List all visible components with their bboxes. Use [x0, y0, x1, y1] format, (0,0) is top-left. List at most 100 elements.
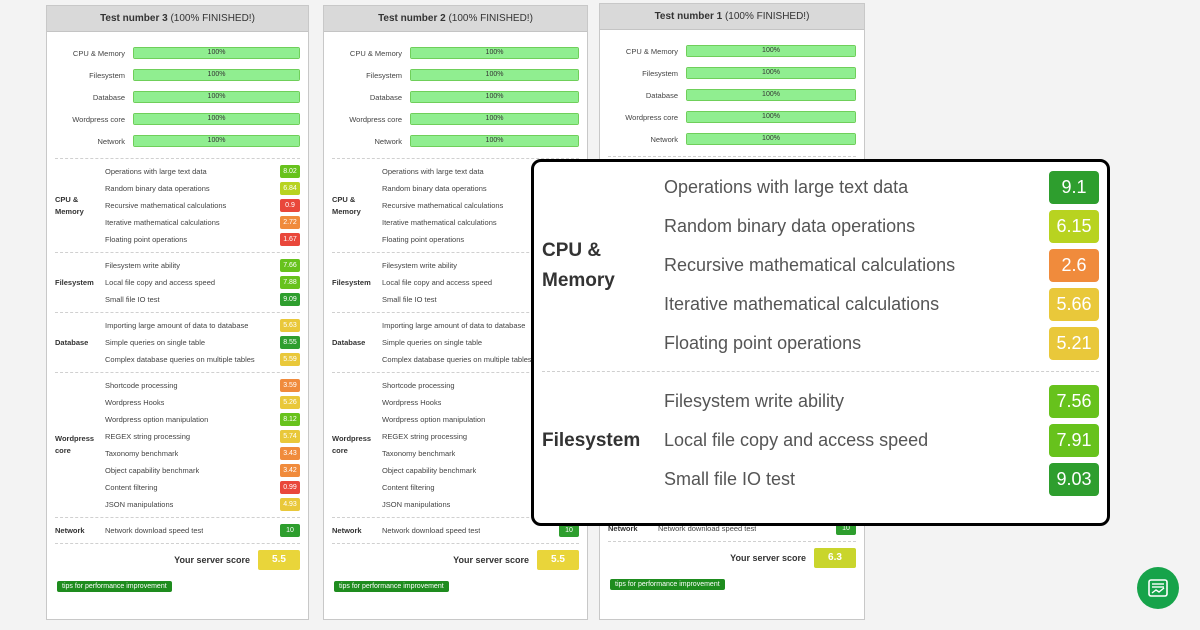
score-label: Your server score	[453, 554, 529, 565]
benchmark-item: Content filtering	[382, 479, 579, 496]
score-row: Your server score 6.3	[608, 541, 856, 573]
zoom-benchmark-item: Filesystem write ability 7.56	[664, 382, 1099, 421]
progress-text: 100%	[762, 135, 780, 142]
benchmark-label: Wordpress Hooks	[382, 398, 442, 407]
score-badge: 5.26	[280, 396, 300, 409]
score-badge: 3.42	[280, 464, 300, 477]
progress-bar: 100%	[133, 91, 300, 103]
progress-row: Database 100%	[608, 84, 856, 106]
progress-text: 100%	[762, 69, 780, 76]
score-badge: 8.02	[280, 165, 300, 178]
divider	[542, 371, 1099, 372]
test-panel-3: Test number 3 (100% FINISHED!) CPU & Mem…	[46, 5, 309, 620]
benchmark-item: REGEX string processing	[382, 428, 579, 445]
benchmark-item: Shortcode processing 3.59	[105, 377, 300, 394]
section-items: Importing large amount of data to databa…	[105, 317, 300, 368]
zoom-benchmark-item: Iterative mathematical calculations 5.66	[664, 285, 1099, 324]
progress-bar: 100%	[410, 47, 579, 59]
zoom-callout: CPU & Memory Operations with large text …	[531, 159, 1110, 526]
score-badge: 5.59	[280, 353, 300, 366]
benchmark-label: Network download speed test	[658, 524, 757, 533]
tips-link[interactable]: tips for performance improvement	[334, 581, 449, 592]
zoom-benchmark-label: Floating point operations	[664, 333, 862, 353]
benchmark-item: Local file copy and access speed 7.88	[105, 274, 300, 291]
zoom-score-badge: 5.21	[1049, 327, 1099, 360]
section-cpu: CPU & Memory Operations with large text d…	[332, 158, 579, 252]
progress-label: CPU & Memory	[72, 48, 125, 58]
progress-label: Wordpress core	[625, 112, 678, 122]
zoom-score-badge: 6.15	[1049, 210, 1099, 243]
benchmark-item: Taxonomy benchmark 3.43	[105, 445, 300, 462]
zoom-benchmark-label: Iterative mathematical calculations	[664, 294, 940, 314]
benchmark-label: Local file copy and access speed	[382, 278, 493, 287]
benchmark-item: Random binary data operations	[382, 180, 579, 197]
benchmark-label: Object capability benchmark	[382, 466, 477, 475]
section-items: Network download speed test 10	[382, 522, 579, 539]
benchmark-label: Network download speed test	[105, 526, 204, 535]
progress-row: Filesystem 100%	[332, 64, 579, 86]
progress-label: Network	[650, 134, 678, 144]
zoom-benchmark-item: Small file IO test 9.03	[664, 460, 1099, 499]
progress-row: Wordpress core 100%	[608, 106, 856, 128]
zoom-benchmark-label: Operations with large text data	[664, 177, 909, 197]
benchmark-item: Wordpress option manipulation 8.12	[105, 411, 300, 428]
section-name: Database	[332, 337, 366, 347]
benchmark-label: Object capability benchmark	[105, 466, 200, 475]
benchmark-label: Filesystem write ability	[105, 261, 181, 270]
benchmark-item: Filesystem write ability 7.66	[105, 257, 300, 274]
score-badge: 7.66	[280, 259, 300, 272]
progress-block: CPU & Memory 100% Filesystem 100% Database 10…	[47, 32, 308, 158]
score-label: Your server score	[730, 552, 806, 563]
score-badge: 5.74	[280, 430, 300, 443]
tips-link[interactable]: tips for performance improvement	[610, 579, 725, 590]
score-badge: 8.12	[280, 413, 300, 426]
benchmark-item: Wordpress Hooks	[382, 394, 579, 411]
section-items: Importing large amount of data to databa…	[382, 317, 579, 368]
zoom-section-filesystem: Filesystem Filesystem write ability 7.56 L…	[542, 382, 1099, 499]
progress-fill	[411, 136, 578, 146]
progress-bar: 100%	[410, 69, 579, 81]
score-label: Your server score	[174, 554, 250, 565]
section-filesystem: Filesystem Filesystem write ability Local …	[332, 252, 579, 312]
benchmark-item: Importing large amount of data to databa…	[105, 317, 300, 334]
tips-link[interactable]: tips for performance improvement	[57, 581, 172, 592]
progress-row: Wordpress core 100%	[332, 108, 579, 130]
panel-title-text: Test number 2	[378, 13, 446, 24]
benchmark-label: Shortcode processing	[382, 381, 455, 390]
zoom-score-badge: 2.6	[1049, 249, 1099, 282]
zoom-score-badge: 9.1	[1049, 171, 1099, 204]
zoom-benchmark-label: Random binary data operations	[664, 216, 916, 236]
zoom-benchmark-item: Local file copy and access speed 7.91	[664, 421, 1099, 460]
server-score-badge: 5.5	[537, 549, 579, 570]
progress-fill	[134, 114, 299, 124]
benchmark-item: Floating point operations 1.67	[105, 231, 300, 248]
panel-status: (100% FINISHED!)	[724, 11, 810, 22]
benchmark-item: Complex database queries on multiple tab…	[105, 351, 300, 368]
benchmark-item: Operations with large text data	[382, 163, 579, 180]
section-name: Database	[55, 337, 89, 347]
section-database: Database Importing large amount of data t…	[55, 312, 300, 372]
section-items: Filesystem write ability 7.66 Local file c…	[105, 257, 300, 308]
progress-fill	[687, 46, 855, 56]
benchmark-item: Small file IO test	[382, 291, 579, 308]
progress-row: Network 100%	[332, 130, 579, 152]
benchmark-item: Recursive mathematical calculations 0.9	[105, 197, 300, 214]
benchmark-label: Simple queries on single table	[382, 338, 483, 347]
section-database: Database Importing large amount of data t…	[332, 312, 579, 372]
zoom-section-cpu: CPU & Memory Operations with large text …	[542, 168, 1099, 363]
progress-bar: 100%	[686, 67, 856, 79]
benchmark-label: Recursive mathematical calculations	[382, 201, 504, 210]
section-name: Wordpress core	[55, 434, 95, 455]
progress-label: CPU & Memory	[625, 46, 678, 56]
benchmark-item: JSON manipulations 4.93	[105, 496, 300, 513]
benchmark-item: Floating point operations	[382, 231, 579, 248]
progress-text: 100%	[485, 115, 504, 122]
progress-row: CPU & Memory 100%	[55, 42, 300, 64]
score-badge: 3.59	[280, 379, 300, 392]
score-badge: 6.84	[280, 182, 300, 195]
progress-text: 100%	[762, 113, 780, 120]
benchmark-item: Wordpress option manipulation	[382, 411, 579, 428]
score-badge: 2.72	[280, 216, 300, 229]
progress-bar: 100%	[133, 47, 300, 59]
